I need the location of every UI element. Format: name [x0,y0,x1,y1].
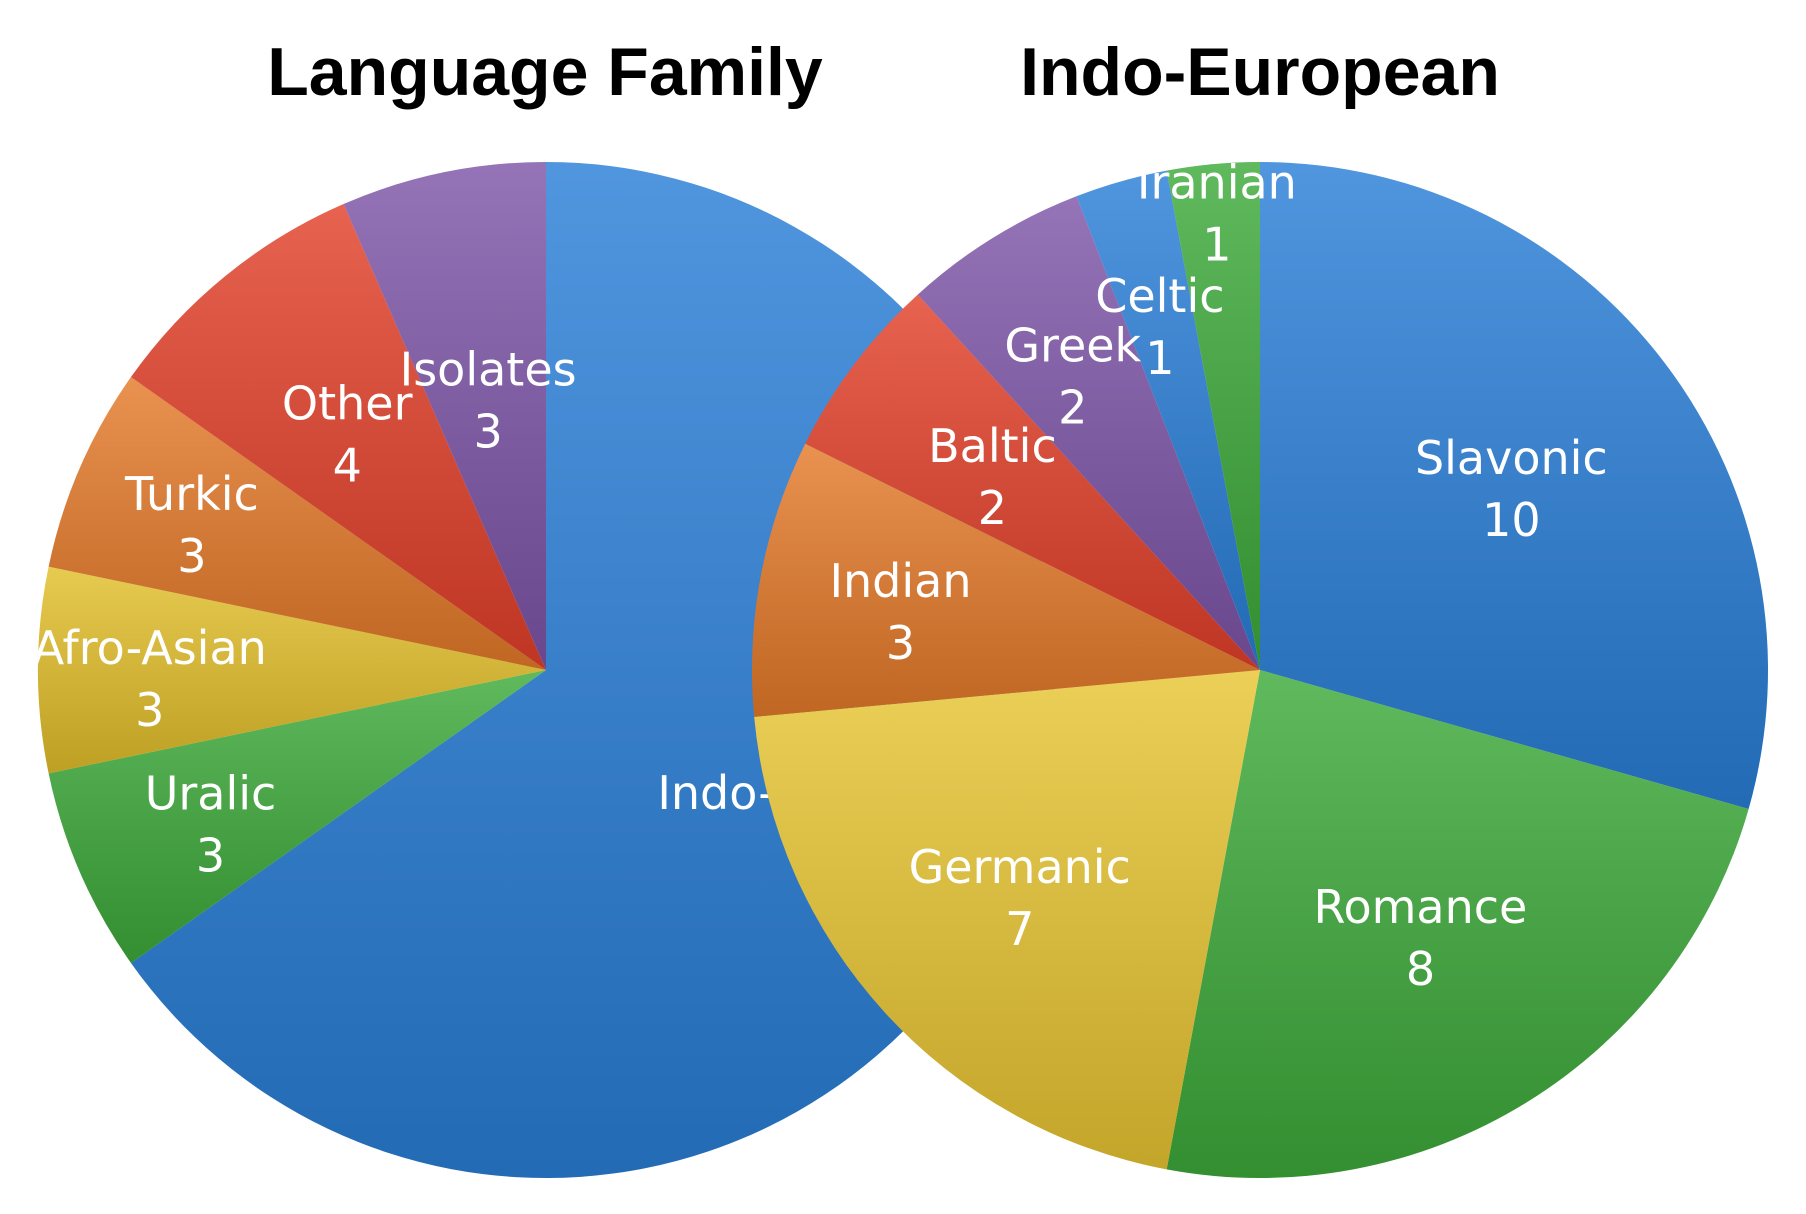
slice-celtic [1076,170,1260,670]
slice-value-baltic: 2 [978,481,1007,535]
slice-label-other: Other [282,377,413,431]
slice-indian [752,443,1260,717]
slice-label-slavonic: Slavonic [1415,431,1608,485]
chart-title-indo-european: Indo-European [1020,34,1500,110]
slice-celtic-shade [1076,170,1260,670]
slice-label-romance: Romance [1314,880,1528,934]
slice-turkic [48,377,547,670]
slice-label-indian: Indian [829,554,971,608]
slice-indian-shade [752,443,1260,717]
slice-turkic-shade [48,377,547,670]
slice-value-indian: 3 [886,616,915,670]
slice-baltic-shade [805,294,1260,670]
slice-other [130,204,546,671]
slice-baltic [805,294,1260,670]
slice-romance-shade [1166,670,1749,1179]
slice-other-shade [130,204,546,671]
slice-value-romance: 8 [1406,942,1435,996]
slice-uralic [48,670,547,963]
slice-label-baltic: Baltic [928,419,1057,473]
slice-value-turkic: 3 [177,529,206,583]
slice-value-iranian: 1 [1202,218,1231,272]
slice-isolates-shade [343,162,546,670]
slice-label-isolates: Isolates [400,342,577,396]
slice-label-uralic: Uralic [145,767,277,821]
slice-value-slavonic: 10 [1482,493,1541,547]
chart-title-language-family: Language Family [267,34,823,110]
slice-afro-asian-shade [37,566,546,774]
slice-romance [1166,670,1749,1179]
slice-greek [917,196,1260,670]
slice-label-afro-asian: Afro-Asian [33,621,267,675]
slice-label-greek: Greek [1004,319,1141,373]
slice-value-other: 4 [333,439,362,493]
slice-slavonic [1260,162,1768,810]
pie-indo-european [752,162,1768,1179]
slice-germanic-shade [754,670,1260,1170]
slice-isolates [343,162,546,670]
slice-greek-shade [917,196,1260,670]
slice-value-celtic: 1 [1145,331,1174,385]
slice-germanic [754,670,1260,1170]
slice-uralic-shade [48,670,547,963]
labels-indo-european: Slavonic 10 Romance 8 Germanic 7 Indian 3 Baltic… [829,156,1607,997]
slice-iranian-shade [1166,162,1260,670]
slice-value-isolates: 3 [473,404,502,458]
slice-value-germanic: 7 [1005,902,1034,956]
slice-label-germanic: Germanic [909,840,1131,894]
slice-label-turkic: Turkic [124,467,259,521]
slice-slavonic-shade [1260,162,1768,810]
slice-value-afro-asian: 3 [135,683,164,737]
labels-language-family: Indo-EuropeanUralic3Afro-Asian3Turkic3Ot… [33,342,994,882]
slice-value-uralic: 3 [196,829,225,883]
slice-label-celtic: Celtic [1095,269,1224,323]
slice-value-greek: 2 [1058,381,1087,435]
slice-iranian [1166,162,1260,670]
slice-afro-asian [37,566,546,774]
slice-label-iranian: Iranian [1137,156,1297,210]
